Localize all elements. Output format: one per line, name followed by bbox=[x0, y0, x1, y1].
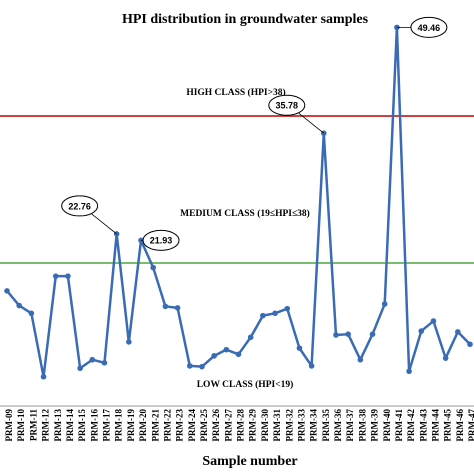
point bbox=[52, 273, 59, 279]
x-tick-label: PRM-12 bbox=[41, 409, 51, 442]
point bbox=[89, 356, 96, 363]
point bbox=[174, 305, 181, 311]
x-tick-label: PRM-26 bbox=[211, 409, 221, 442]
point bbox=[381, 301, 388, 307]
point bbox=[40, 373, 47, 380]
point bbox=[296, 345, 303, 351]
class-label: MEDIUM CLASS (19≤HPI≤38) bbox=[180, 208, 310, 219]
data-label: 49.46 bbox=[418, 23, 441, 33]
point bbox=[369, 331, 376, 337]
point bbox=[162, 303, 169, 310]
point bbox=[211, 353, 217, 359]
point bbox=[247, 334, 254, 341]
point bbox=[308, 363, 315, 369]
x-tick-label: PRM-14 bbox=[65, 409, 75, 442]
x-tick-label: PRM-22 bbox=[162, 409, 172, 442]
x-tick-label: PRM-29 bbox=[248, 409, 258, 442]
callout-bubble bbox=[142, 229, 180, 251]
point bbox=[150, 264, 157, 271]
x-tick-label: PRM-41 bbox=[394, 409, 404, 442]
point bbox=[333, 332, 339, 338]
x-tick-label: PRM-23 bbox=[175, 409, 185, 442]
point bbox=[199, 363, 205, 370]
x-tick-label: PRM-10 bbox=[16, 409, 26, 442]
point bbox=[357, 356, 364, 363]
point bbox=[16, 302, 22, 309]
point bbox=[28, 310, 35, 317]
point bbox=[430, 318, 437, 324]
point bbox=[345, 331, 351, 337]
callout-bubble bbox=[61, 195, 99, 217]
x-tick-label: PRM-46 bbox=[455, 409, 465, 442]
point bbox=[467, 341, 473, 348]
x-tick-label: PRM-16 bbox=[89, 409, 99, 442]
x-tick-label: PRM-42 bbox=[406, 409, 416, 442]
x-tick-label: PRM-25 bbox=[199, 409, 209, 442]
x-axis-label: Sample number bbox=[202, 454, 297, 469]
callout-leader bbox=[91, 213, 117, 235]
point bbox=[260, 312, 266, 319]
x-tick-label: PRM-09 bbox=[4, 409, 14, 442]
point bbox=[101, 360, 108, 366]
x-tick-label: PRM-35 bbox=[321, 409, 331, 442]
x-tick-label: PRM-47 bbox=[467, 409, 474, 442]
x-tick-label: PRM-36 bbox=[333, 409, 343, 442]
x-tick-label: PRM-21 bbox=[150, 409, 160, 442]
class-label: HIGH CLASS (HPI>38) bbox=[186, 87, 285, 98]
point bbox=[284, 305, 291, 312]
x-tick-label: PRM-40 bbox=[382, 409, 392, 442]
x-tick-label: PRM-30 bbox=[260, 409, 270, 442]
x-tick-label: PRM-43 bbox=[418, 409, 428, 442]
x-tick-label: PRM-19 bbox=[126, 409, 136, 442]
x-tick-label: PRM-32 bbox=[284, 409, 294, 442]
data-label: 21.93 bbox=[150, 236, 173, 246]
point bbox=[65, 273, 71, 279]
point bbox=[406, 368, 412, 375]
x-tick-label: PRM-39 bbox=[370, 409, 380, 442]
point bbox=[186, 363, 193, 369]
callout-leader bbox=[298, 112, 325, 134]
data-label: 35.78 bbox=[276, 101, 299, 111]
x-tick-label: PRM-13 bbox=[53, 409, 63, 442]
x-tick-label: PRM-38 bbox=[357, 409, 367, 442]
x-tick-label: PRM-15 bbox=[77, 409, 87, 442]
x-tick-label: PRM-27 bbox=[223, 409, 233, 442]
data-label: 22.76 bbox=[68, 201, 91, 211]
point bbox=[418, 328, 425, 334]
x-tick-label: PRM-28 bbox=[236, 409, 246, 442]
callout-bubble bbox=[268, 94, 306, 116]
x-tick-label: PRM-45 bbox=[443, 409, 453, 442]
point bbox=[235, 351, 242, 358]
point bbox=[77, 365, 83, 372]
x-tick-label: PRM-17 bbox=[102, 409, 112, 442]
x-tick-label: PRM-24 bbox=[187, 409, 197, 442]
point bbox=[4, 288, 10, 294]
point bbox=[442, 355, 449, 361]
chart-title: HPI distribution in groundwater samples bbox=[122, 12, 369, 27]
point bbox=[223, 346, 230, 353]
point bbox=[272, 310, 278, 317]
x-tick-label: PRM-33 bbox=[296, 409, 306, 442]
x-tick-label: PRM-18 bbox=[114, 409, 124, 442]
x-tick-label: PRM-37 bbox=[345, 409, 355, 442]
x-tick-label: PRM-11 bbox=[28, 409, 38, 441]
x-tick-label: PRM-34 bbox=[309, 409, 319, 442]
x-tick-label: PRM-20 bbox=[138, 409, 148, 442]
x-tick-label: PRM-44 bbox=[431, 409, 441, 442]
class-label: LOW CLASS (HPI<19) bbox=[197, 379, 294, 390]
point bbox=[126, 339, 132, 345]
callout-bubble bbox=[410, 16, 448, 38]
point bbox=[455, 329, 461, 335]
x-tick-label: PRM-31 bbox=[272, 409, 282, 442]
